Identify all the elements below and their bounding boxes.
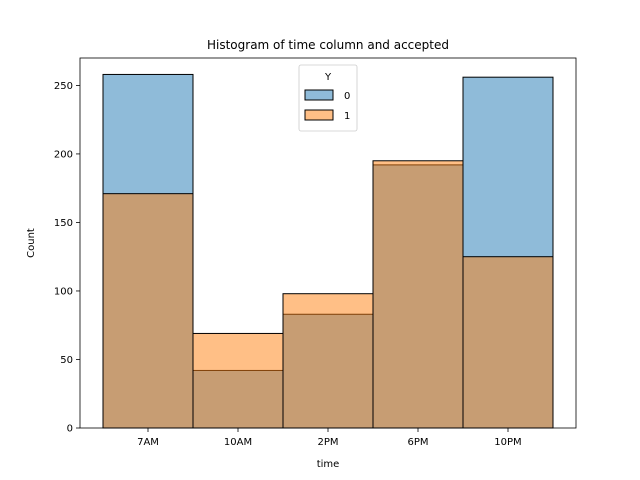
- bar-series-1-10AM: [192, 332, 284, 429]
- x-tick-label: 7AM: [137, 437, 159, 448]
- y-tick-label: 150: [54, 218, 73, 229]
- y-axis-label: Count: [26, 228, 37, 258]
- x-tick-label: 10AM: [224, 437, 252, 448]
- bar-series-1-7AM: [102, 193, 194, 429]
- y-tick-label: 100: [54, 286, 73, 297]
- legend-swatch-0: [304, 89, 334, 101]
- x-tick-label: 10PM: [494, 437, 521, 448]
- bars-group: [102, 73, 554, 429]
- legend-swatch-1: [304, 109, 334, 121]
- chart-title: Histogram of time column and accepted: [207, 38, 449, 52]
- y-tick-label: 50: [60, 355, 73, 366]
- x-tick-label: 6PM: [407, 437, 428, 448]
- y-tick-label: 0: [67, 424, 73, 435]
- legend: Y 01: [298, 64, 358, 132]
- x-axis-label: time: [317, 459, 340, 470]
- y-axis: 0 50 100 150 200 250: [54, 81, 80, 435]
- bar-series-1-10PM: [462, 256, 554, 429]
- legend-title: Y: [324, 72, 332, 83]
- legend-entries: 01: [304, 89, 350, 122]
- x-tick-label: 2PM: [317, 437, 338, 448]
- legend-label-1: 1: [344, 111, 350, 122]
- bar-series-1-6PM: [372, 160, 464, 429]
- bar-series-1-2PM: [282, 293, 374, 429]
- y-tick-label: 200: [54, 149, 73, 160]
- legend-label-0: 0: [344, 91, 350, 102]
- y-tick-label: 250: [54, 81, 73, 92]
- x-axis: 7AM 10AM 2PM 6PM 10PM: [137, 428, 522, 448]
